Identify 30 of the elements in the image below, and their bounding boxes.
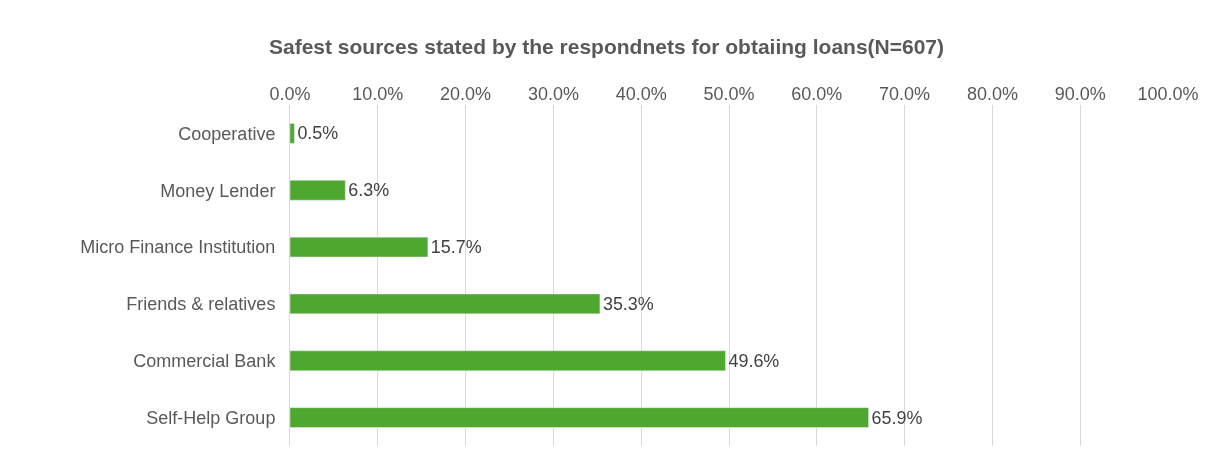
bar [290,293,601,315]
y-tick-label: Cooperative [178,123,276,144]
bar [290,407,869,428]
x-tick-label: 20.0% [440,84,492,105]
x-tick-label: 80.0% [966,84,1018,105]
chart-title: Safest sources stated by the respondnets for obtaiing loans(N=607) [268,34,945,58]
x-tick-label: 0.0% [269,84,311,105]
bar [290,180,346,201]
data-label: 15.7% [430,237,482,258]
x-tick-label: 10.0% [352,84,404,105]
data-label: 49.6% [728,350,780,371]
x-tick-label: 100.0% [1137,84,1199,105]
bar [290,123,295,144]
data-label: 35.3% [602,293,654,314]
x-tick-label: 70.0% [879,84,931,105]
x-tick-label: 40.0% [615,84,667,105]
data-label: 0.5% [297,123,339,144]
x-tick-label: 50.0% [703,84,755,105]
y-tick-label: Micro Finance Institution [80,237,276,258]
x-tick-label: 90.0% [1054,84,1106,105]
bar [290,236,429,258]
x-tick-label: 30.0% [527,84,579,105]
y-tick-label: Commercial Bank [133,351,277,372]
x-tick-label: 60.0% [791,84,843,105]
data-label: 6.3% [348,180,390,201]
bar [290,350,726,371]
y-tick-label: Self-Help Group [146,407,276,428]
y-tick-label: Friends & relatives [126,294,276,315]
y-tick-label: Money Lender [160,180,276,201]
data-label: 65.9% [871,407,923,428]
